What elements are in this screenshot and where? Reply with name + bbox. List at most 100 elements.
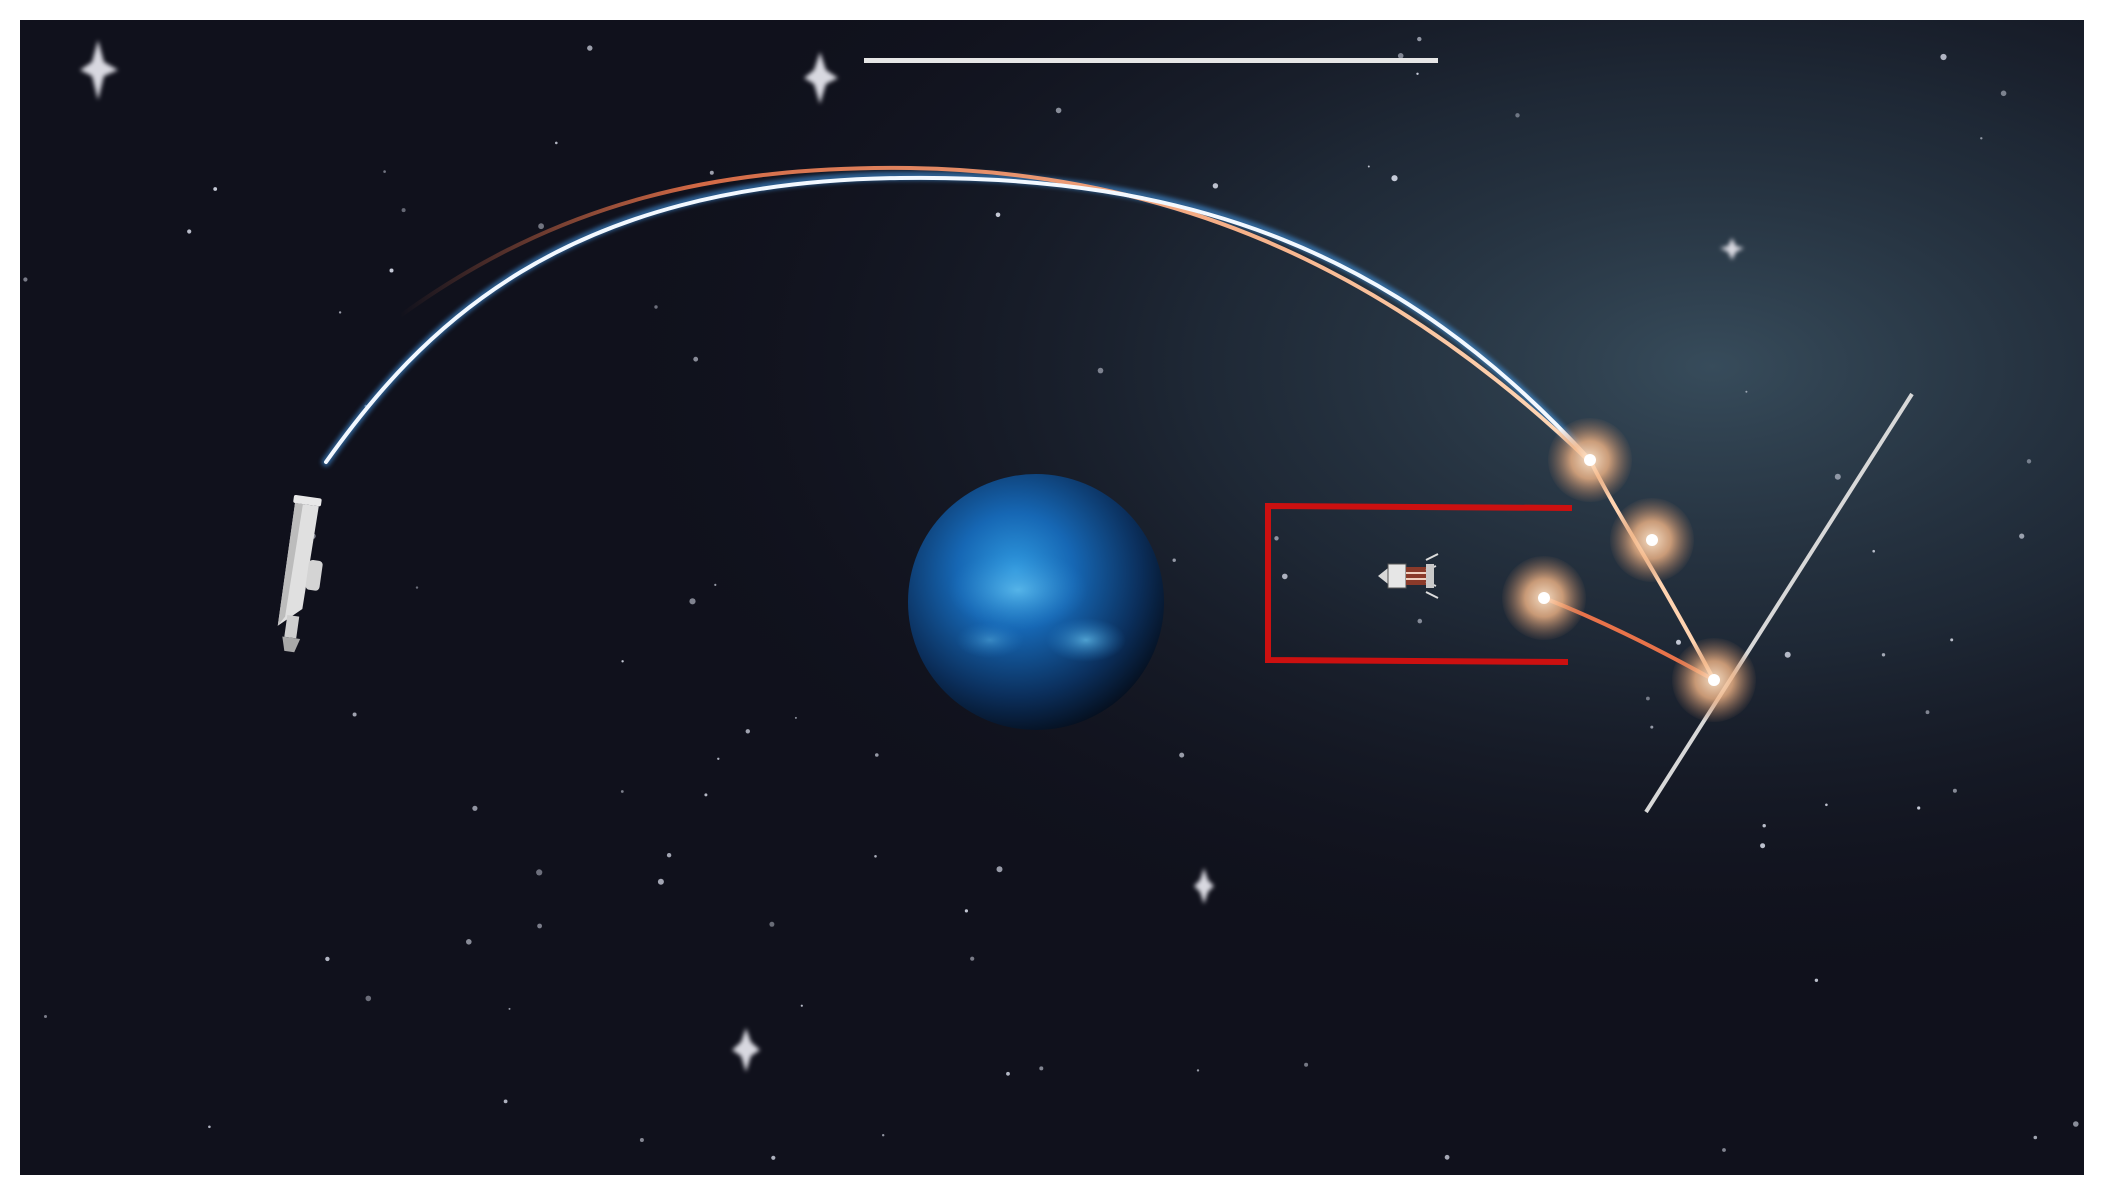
star-icon	[338, 311, 342, 314]
waypoint-node[interactable]	[1502, 556, 1586, 640]
star-icon	[1722, 1148, 1726, 1152]
star-icon	[1274, 536, 1279, 541]
star-icon	[882, 1134, 885, 1137]
star-icon	[1417, 36, 1422, 42]
star-icon	[2000, 90, 2007, 97]
star-icon	[365, 995, 372, 1002]
planet[interactable]	[908, 474, 1164, 730]
star-icon	[2026, 459, 2032, 464]
star-icon	[1925, 710, 1930, 715]
star-icon	[23, 277, 28, 282]
star-icon	[1720, 238, 1744, 260]
star-icon	[654, 305, 658, 309]
star-icon	[714, 583, 717, 587]
star-icon	[213, 187, 218, 191]
star-icon	[2073, 1121, 2079, 1127]
star-icon	[970, 956, 975, 961]
star-icon	[1097, 367, 1104, 374]
star-icon	[44, 1015, 47, 1018]
star-icon	[1367, 165, 1370, 168]
star-icon	[1825, 803, 1828, 807]
star-icon	[508, 1007, 511, 1010]
star-icon	[704, 793, 708, 797]
star-icon	[1814, 978, 1819, 982]
star-icon	[325, 956, 330, 962]
star-icon	[208, 1125, 211, 1129]
target-box	[1265, 502, 1573, 665]
star-icon	[1039, 1066, 1044, 1071]
star-icon	[383, 170, 386, 173]
star-icon	[1417, 618, 1423, 624]
waypoint-core	[1584, 454, 1596, 466]
star-icon	[1940, 53, 1947, 61]
waypoint-node[interactable]	[1610, 498, 1694, 582]
star-icon	[1676, 639, 1681, 645]
star-icon	[1006, 1071, 1010, 1076]
star-icon	[1952, 788, 1957, 793]
star-icon	[620, 790, 624, 793]
star-icon	[769, 921, 775, 927]
star-icon	[352, 712, 357, 717]
waypoint-core	[1708, 674, 1720, 686]
star-icon	[1760, 843, 1766, 849]
player-ship[interactable]	[272, 495, 331, 655]
aim-line[interactable]	[1644, 392, 1914, 814]
star-icon	[1515, 113, 1520, 118]
star-icon	[1397, 53, 1404, 59]
star-icon	[621, 660, 624, 663]
star-icon	[1917, 806, 1921, 810]
star-icon	[717, 757, 720, 760]
waypoint-node[interactable]	[1548, 418, 1632, 502]
star-icon	[587, 45, 593, 51]
star-icon	[874, 855, 877, 858]
star-icon	[639, 1138, 644, 1142]
star-icon	[1950, 638, 1954, 642]
star-icon	[537, 923, 542, 929]
star-icon	[732, 1028, 760, 1072]
star-icon	[1646, 696, 1650, 701]
star-icon	[1172, 558, 1176, 562]
star-icon	[1872, 549, 1875, 553]
bright-stars	[80, 40, 1744, 1072]
waypoints	[1502, 418, 1756, 722]
waypoint-core	[1646, 534, 1658, 546]
star-icon	[996, 866, 1003, 873]
star-icon	[1196, 1069, 1200, 1072]
star-icon	[2019, 533, 2025, 539]
rocket-icon	[277, 495, 323, 653]
star-icon	[995, 212, 1001, 218]
star-icon	[964, 909, 969, 913]
star-icon	[804, 52, 838, 104]
star-icon	[555, 141, 558, 145]
star-icon	[1416, 72, 1419, 76]
star-icon	[389, 268, 394, 273]
target-ship[interactable]	[1378, 553, 1439, 599]
progress-bar	[864, 58, 1438, 63]
star-icon	[693, 356, 699, 362]
star-icon	[1762, 824, 1766, 828]
star-icon	[80, 40, 118, 100]
star-icon	[745, 729, 750, 734]
star-icon	[415, 586, 419, 589]
star-icon	[401, 208, 406, 213]
star-icon	[466, 939, 472, 945]
star-icon	[1304, 1062, 1309, 1067]
waypoint-node[interactable]	[1672, 638, 1756, 722]
star-icon	[187, 229, 192, 234]
spacecraft-icon	[1378, 553, 1439, 599]
star-icon	[657, 878, 664, 885]
star-icon	[1194, 868, 1214, 904]
planet-clouds	[1046, 618, 1126, 662]
star-icon	[1444, 1154, 1450, 1160]
star-icon	[1784, 651, 1791, 658]
planet-clouds	[956, 622, 1024, 658]
star-icon	[800, 1004, 803, 1007]
star-icon	[536, 869, 543, 876]
trajectory-orange-arc	[398, 165, 1592, 464]
star-icon	[794, 716, 797, 719]
star-icon	[472, 805, 478, 811]
star-icon	[875, 753, 879, 757]
planet-clouds	[948, 550, 1088, 630]
star-icon	[1881, 653, 1886, 657]
